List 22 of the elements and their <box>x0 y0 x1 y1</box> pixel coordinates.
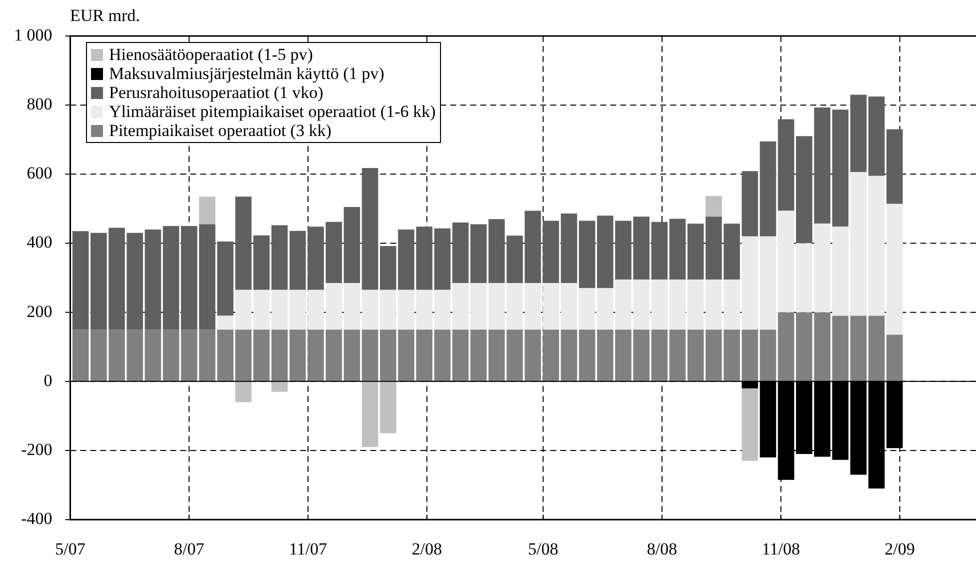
y-tick-label: 1 000 <box>14 25 52 44</box>
legend-label: Pitempiaikaiset operaatiot (3 kk) <box>109 121 332 140</box>
x-tick-label: 2/08 <box>412 539 442 558</box>
legend-label: Ylimääräiset pitempiaikaiset operaatiot (1-6 kk) <box>109 102 436 121</box>
x-tick-label: 2/09 <box>884 539 915 558</box>
x-tick-label: 8/08 <box>646 539 678 558</box>
y-tick-label: 200 <box>26 302 52 321</box>
x-tick-label: 11/08 <box>762 539 800 558</box>
y-tick-label: 0 <box>44 370 52 390</box>
legend-label: Perusrahoitusoperaatiot (1 vko) <box>109 83 324 102</box>
x-tick-label: 5/07 <box>55 539 86 558</box>
x-tick-label: 11/07 <box>288 539 328 558</box>
x-tick-label: 8/07 <box>174 539 205 558</box>
y-tick-label: -200 <box>21 440 52 459</box>
legend-label: Hienosäätöoperaatiot (1-5 pv) <box>109 45 313 64</box>
y-axis-title: EUR mrd. <box>70 6 140 26</box>
y-tick-label: -400 <box>21 509 52 528</box>
legend-label: Maksuvalmiusjärjestelmän käyttö (1 pv) <box>109 64 384 83</box>
y-tick-label: 800 <box>26 94 52 114</box>
y-tick-label: 600 <box>26 164 52 183</box>
y-tick-label: 400 <box>26 232 52 252</box>
x-tick-label: 5/08 <box>528 539 558 558</box>
